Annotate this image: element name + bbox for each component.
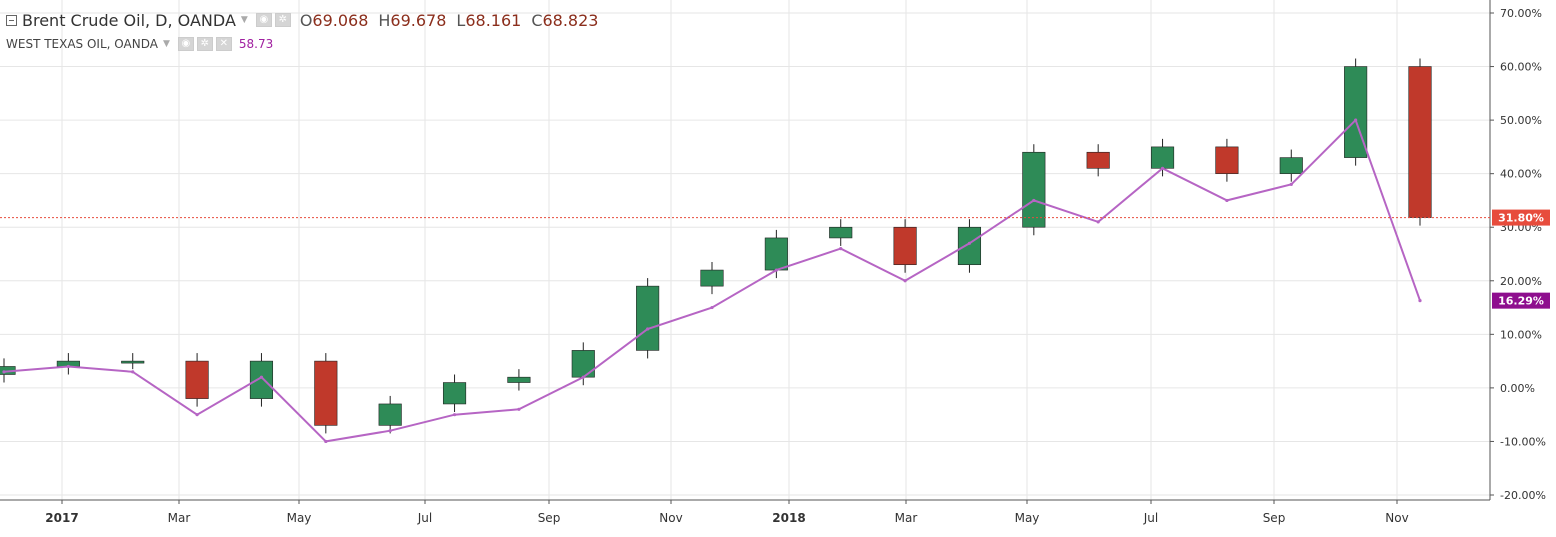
brent-candle	[957, 226, 982, 266]
y-tick-label: 70.00%	[1500, 7, 1542, 20]
wti-point	[903, 279, 907, 283]
brent-candle	[829, 226, 853, 239]
wti-point	[1096, 220, 1100, 224]
chevron-down-icon[interactable]: ▼	[240, 15, 248, 25]
x-tick-label: Mar	[168, 511, 191, 525]
wti-point	[581, 375, 585, 379]
y-tick-label: 50.00%	[1500, 114, 1542, 127]
y-tick-label: -10.00%	[1500, 435, 1546, 448]
y-tick-label: 20.00%	[1500, 275, 1542, 288]
compare-series-title[interactable]: WEST TEXAS OIL, OANDA	[6, 37, 158, 51]
brent-candle	[1150, 146, 1175, 169]
brent-last-value-badge: 31.80%	[1498, 212, 1544, 225]
gear-icon[interactable]: ✲	[274, 13, 291, 27]
compare-series-legend: WEST TEXAS OIL, OANDA ▼ ◉ ✲ ✕ 58.73	[6, 34, 602, 54]
gear-icon[interactable]: ✲	[196, 37, 213, 51]
wti-point	[2, 370, 6, 374]
low-value: 68.161	[465, 10, 522, 30]
chevron-down-icon[interactable]: ▼	[162, 39, 170, 49]
wti-point	[1160, 166, 1165, 170]
x-tick-label: May	[1015, 511, 1040, 525]
wti-point	[1289, 182, 1293, 186]
brent-last-value-badge-bg	[1492, 209, 1550, 226]
x-tick-label: Jul	[417, 511, 432, 525]
x-tick-label: Mar	[895, 511, 918, 525]
brent-candle	[1215, 146, 1239, 174]
x-tick-label: Sep	[1263, 511, 1286, 525]
eye-icon[interactable]: ◉	[255, 13, 272, 27]
brent-candle	[1086, 151, 1110, 169]
brent-candle	[314, 360, 338, 426]
wti-point	[452, 413, 457, 417]
wti-point	[967, 241, 972, 245]
wti-point	[259, 375, 264, 379]
wti-point	[388, 429, 392, 433]
close-value: 68.823	[542, 10, 599, 30]
x-tick-label: May	[287, 511, 312, 525]
brent-candle	[571, 350, 595, 378]
x-tick-label: 2018	[772, 511, 805, 525]
wti-point	[774, 268, 778, 272]
y-tick-label: 10.00%	[1500, 328, 1542, 341]
x-tick-label: Nov	[1385, 511, 1408, 525]
wti-point	[1032, 198, 1036, 203]
x-tick-label: Jul	[1143, 511, 1158, 525]
brent-candle	[378, 403, 402, 426]
high-value: 69.678	[390, 10, 447, 30]
brent-candle	[700, 269, 724, 287]
brent-candle	[507, 376, 531, 383]
brent-candle	[764, 237, 788, 271]
brent-candle	[185, 360, 209, 399]
wti-last-value-badge: 16.29%	[1498, 295, 1544, 308]
brent-candle	[442, 382, 467, 405]
x-tick-label: Sep	[538, 511, 561, 525]
close-icon[interactable]: ✕	[215, 37, 232, 51]
wti-point	[517, 407, 521, 411]
x-tick-label: Nov	[659, 511, 682, 525]
wti-point	[1354, 118, 1358, 122]
x-tick-label: 2017	[45, 511, 78, 525]
brent-candle	[121, 360, 145, 364]
eye-icon[interactable]: ◉	[177, 37, 194, 51]
open-label: O	[299, 10, 313, 30]
y-tick-label: -20.00%	[1500, 489, 1546, 502]
low-label: L	[456, 10, 466, 30]
wti-point	[646, 327, 650, 331]
wti-point	[839, 247, 843, 251]
close-label: C	[531, 10, 543, 30]
wti-point	[324, 439, 328, 444]
main-series-title[interactable]: Brent Crude Oil, D, OANDA	[22, 10, 236, 30]
open-value: 69.068	[312, 10, 369, 30]
brent-candle	[636, 285, 660, 351]
brent-candle	[1022, 151, 1046, 228]
high-label: H	[378, 10, 391, 30]
brent-candle	[893, 226, 917, 266]
main-series-legend: Brent Crude Oil, D, OANDA ▼ ◉ ✲ O 69.068 …	[6, 8, 602, 32]
chart-legend: Brent Crude Oil, D, OANDA ▼ ◉ ✲ O 69.068 …	[6, 8, 602, 54]
wti-point	[195, 413, 199, 417]
brent-candle	[1279, 157, 1303, 174]
compare-series-value: 58.73	[238, 37, 274, 51]
brent-candle	[1408, 66, 1432, 218]
wti-last-value-badge-bg	[1492, 292, 1550, 309]
wti-point	[710, 305, 714, 310]
y-tick-label: 40.00%	[1500, 168, 1542, 181]
wti-point	[1225, 198, 1229, 203]
y-tick-label: 60.00%	[1500, 61, 1542, 74]
brent-candle	[249, 360, 274, 399]
collapse-legend-icon[interactable]	[6, 14, 17, 26]
wti-point	[131, 370, 135, 374]
y-tick-label: 0.00%	[1500, 382, 1535, 395]
wti-point	[1418, 299, 1422, 303]
wti-point	[66, 364, 70, 369]
